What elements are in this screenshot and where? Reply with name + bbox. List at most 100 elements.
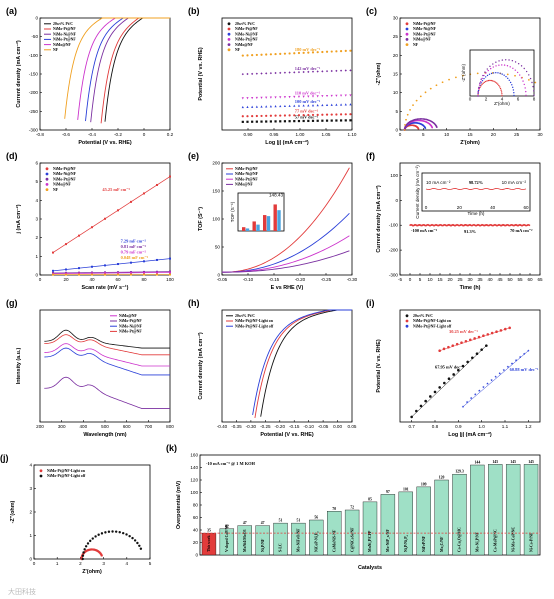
data-point xyxy=(506,73,509,76)
bar xyxy=(219,528,235,556)
legend-entry: 20wt% Pt/C xyxy=(235,314,255,318)
x-axis-label: Wavelength (nm) xyxy=(83,432,126,438)
legend-entry: NiMo-Pt@NF-Light off xyxy=(413,324,452,328)
data-point xyxy=(430,224,433,226)
data-point xyxy=(241,54,244,57)
series-line xyxy=(260,309,352,417)
fit-line xyxy=(52,258,171,272)
data-point xyxy=(288,104,291,107)
data-point xyxy=(469,224,471,226)
data-point xyxy=(255,53,258,57)
data-point xyxy=(117,263,119,266)
data-point xyxy=(269,72,272,75)
y-tick-label: 1 xyxy=(35,254,38,259)
x-tick-label: -0.40 xyxy=(217,424,228,429)
panel-label: (b) xyxy=(188,6,200,16)
x-axis-label: Z'(ohm) xyxy=(460,140,480,146)
x-tick-label: -0.25 xyxy=(260,424,271,429)
x-tick-label: 0.95 xyxy=(270,132,279,137)
data-point xyxy=(525,90,527,93)
data-point xyxy=(512,67,514,70)
data-point xyxy=(435,224,438,226)
data-point xyxy=(297,51,301,55)
y-axis-label: Current density (mA cm⁻²) xyxy=(198,332,204,400)
data-point xyxy=(461,405,465,408)
data-point xyxy=(503,74,505,76)
data-point xyxy=(349,94,352,97)
data-point xyxy=(307,51,310,54)
y-tick-label: 10 xyxy=(393,90,399,95)
data-point xyxy=(335,94,338,97)
data-point xyxy=(403,129,406,131)
data-point xyxy=(52,251,54,254)
y-tick-label: 0 xyxy=(195,553,198,558)
bar-category-label: MoNi4/MoO3 xyxy=(243,529,247,552)
legend-entry: NiMo-Pt@NF-Light off xyxy=(235,324,274,328)
data-point xyxy=(104,217,106,220)
legend-marker xyxy=(45,167,49,171)
x-tick-label: 500 xyxy=(101,424,109,429)
data-point xyxy=(131,536,134,540)
inset-trace xyxy=(425,187,527,191)
data-point xyxy=(442,347,446,351)
data-point xyxy=(517,224,519,226)
legend-entry: NF xyxy=(53,48,59,52)
panel-k: (k) 0 20 40 60 80 100 120 140 160 Catalysts Overpot… xyxy=(166,443,541,571)
x-tick-label: 5 xyxy=(422,132,425,137)
data-point xyxy=(415,409,418,413)
data-point xyxy=(459,224,462,226)
data-point xyxy=(484,76,487,78)
bar-value-label: 85 xyxy=(368,497,372,501)
y-axis-label: Overpotential (mV) xyxy=(176,481,182,529)
data-point xyxy=(514,69,517,71)
y-tick-label: 3 xyxy=(29,486,32,491)
x-tick-label: -0.8 xyxy=(36,132,44,137)
data-point xyxy=(251,54,254,57)
series-line xyxy=(221,235,350,273)
data-point xyxy=(480,80,482,83)
legend-entry: NiMo-Pt@NF xyxy=(53,177,76,181)
data-point xyxy=(117,273,119,276)
bar xyxy=(255,525,270,556)
bar xyxy=(380,494,396,556)
data-point xyxy=(523,83,525,86)
inset-tick-label: 0 xyxy=(425,205,428,210)
legend-marker xyxy=(405,32,409,36)
data-point xyxy=(251,105,254,108)
data-point xyxy=(477,87,480,90)
data-point xyxy=(349,113,352,116)
legend-entry: NiMo@NF xyxy=(235,43,254,47)
cdl-annotation: 0.048 mF cm⁻² xyxy=(121,255,149,260)
y-tick-label: 100 xyxy=(212,217,220,222)
data-point xyxy=(339,69,343,72)
legend-entry: NiMo-Pt@NF xyxy=(119,319,142,323)
bar-category-label: Ni-Co-P/NF xyxy=(529,532,533,552)
data-point xyxy=(104,264,106,267)
data-point xyxy=(349,69,352,72)
x-tick-label: 0 xyxy=(33,561,36,566)
legend-marker xyxy=(39,474,43,478)
data-point xyxy=(344,113,347,116)
data-point xyxy=(246,115,249,118)
y-tick-label: 20 xyxy=(193,540,199,545)
data-point xyxy=(489,79,491,82)
data-point xyxy=(78,273,80,276)
legend-entry: NiMo-Ni@NF xyxy=(119,324,143,328)
data-point xyxy=(255,72,258,75)
legend-marker xyxy=(405,22,409,26)
data-point xyxy=(288,52,291,55)
y-axis-label: -Z''(ohm) xyxy=(376,62,382,85)
x-axis-label: Potential (V vs. RHE) xyxy=(260,432,314,438)
y-axis-label: -Z''(ohm) xyxy=(10,500,16,523)
data-point xyxy=(471,224,474,226)
y-tick-label: 1 xyxy=(29,533,32,538)
legend-entry: NiMo-Pt@NF xyxy=(235,38,258,42)
data-point xyxy=(490,331,494,335)
data-point xyxy=(486,382,489,385)
x-tick-label: 0.05 xyxy=(348,424,357,429)
x-tick-label: 40 xyxy=(487,277,493,282)
data-point xyxy=(335,50,338,53)
data-point xyxy=(487,69,489,72)
data-point xyxy=(486,224,488,226)
legend-entry: NiMo-Ni@NF xyxy=(53,172,77,176)
